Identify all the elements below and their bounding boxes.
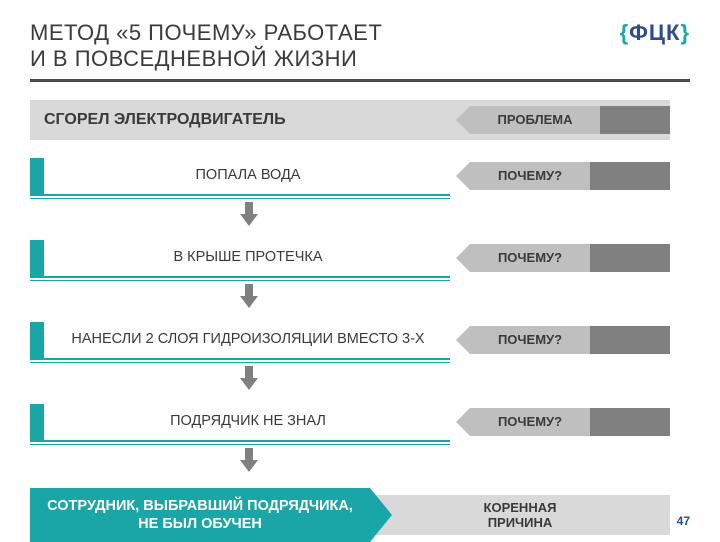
why-tag: ПОЧЕМУ? (470, 162, 670, 190)
step-text: В КРЫШЕ ПРОТЕЧКА (58, 240, 438, 276)
step-marker (30, 158, 44, 194)
page-title: МЕТОД «5 ПОЧЕМУ» РАБОТАЕТ И В ПОВСЕДНЕВН… (30, 20, 690, 73)
step-row: НАНЕСЛИ 2 СЛОЯ ГИДРОИЗОЛЯЦИИ ВМЕСТО 3-Х П… (30, 322, 670, 368)
root-cause-box: СОТРУДНИК, ВЫБРАВШИЙ ПОДРЯДЧИКА, НЕ БЫЛ … (30, 488, 370, 542)
tag-arrow-icon (456, 106, 470, 134)
step-underline-thin (30, 362, 450, 363)
title-line-2: И В ПОВСЕДНЕВНОЙ ЖИЗНИ (30, 46, 690, 72)
tag-arrow-icon (456, 408, 470, 436)
slide: {ФЦК} МЕТОД «5 ПОЧЕМУ» РАБОТАЕТ И В ПОВС… (0, 0, 720, 540)
logo-left-brace: { (620, 20, 630, 45)
logo-right-brace: } (680, 20, 690, 45)
why-tag-label: ПОЧЕМУ? (470, 162, 590, 190)
why-tag: ПОЧЕМУ? (470, 408, 670, 436)
step-underline (30, 358, 450, 360)
step-underline-thin (30, 444, 450, 445)
problem-tag-label: ПРОБЛЕМА (470, 106, 600, 134)
step-text: ПОПАЛА ВОДА (58, 158, 438, 194)
step-marker (30, 322, 44, 358)
why-tag: ПОЧЕМУ? (470, 244, 670, 272)
step-marker (30, 404, 44, 440)
step-row: ПОДРЯДЧИК НЕ ЗНАЛ ПОЧЕМУ? (30, 404, 670, 450)
why-tag: ПОЧЕМУ? (470, 326, 670, 354)
problem-tag: ПРОБЛЕМА (470, 106, 670, 134)
title-line-1: МЕТОД «5 ПОЧЕМУ» РАБОТАЕТ (30, 20, 690, 46)
step-row: В КРЫШЕ ПРОТЕЧКА ПОЧЕМУ? (30, 240, 670, 286)
step-underline-thin (30, 280, 450, 281)
step-underline (30, 276, 450, 278)
problem-row: СГОРЕЛ ЭЛЕКТРОДВИГАТЕЛЬ ПРОБЛЕМА (30, 100, 670, 140)
page-number: 47 (677, 514, 690, 528)
step-underline (30, 194, 450, 196)
step-row: ПОПАЛА ВОДА ПОЧЕМУ? (30, 158, 670, 204)
why-tag-label: ПОЧЕМУ? (470, 408, 590, 436)
tag-tail (600, 106, 670, 134)
problem-text: СГОРЕЛ ЭЛЕКТРОДВИГАТЕЛЬ (44, 111, 286, 129)
tag-arrow-icon (456, 162, 470, 190)
step-text: НАНЕСЛИ 2 СЛОЯ ГИДРОИЗОЛЯЦИИ ВМЕСТО 3-Х (58, 322, 438, 358)
step-underline-thin (30, 198, 450, 199)
root-cause-tag: КОРЕННАЯ ПРИЧИНА (350, 495, 670, 535)
down-arrow-icon (240, 448, 258, 470)
tag-tail (590, 244, 670, 272)
content: СГОРЕЛ ЭЛЕКТРОДВИГАТЕЛЬ ПРОБЛЕМА ПОПАЛА … (30, 100, 690, 542)
tag-tail (590, 326, 670, 354)
why-tag-label: ПОЧЕМУ? (470, 244, 590, 272)
title-underline (30, 79, 690, 82)
tag-arrow-icon (456, 326, 470, 354)
tag-tail (590, 408, 670, 436)
tag-arrow-icon (456, 244, 470, 272)
down-arrow-icon (240, 366, 258, 388)
logo-text: ФЦК (629, 20, 680, 45)
down-arrow-icon (240, 284, 258, 306)
why-tag-label: ПОЧЕМУ? (470, 326, 590, 354)
root-cause-arrow-icon (370, 488, 392, 542)
down-arrow-icon (240, 202, 258, 224)
steps-container: ПОПАЛА ВОДА ПОЧЕМУ? В КРЫШЕ ПРОТЕЧКА ПОЧЕМУ… (30, 158, 670, 470)
step-marker (30, 240, 44, 276)
tag-tail (590, 162, 670, 190)
step-text: ПОДРЯДЧИК НЕ ЗНАЛ (58, 404, 438, 440)
logo: {ФЦК} (620, 20, 690, 46)
root-cause-row: КОРЕННАЯ ПРИЧИНА СОТРУДНИК, ВЫБРАВШИЙ ПО… (30, 488, 670, 542)
step-underline (30, 440, 450, 442)
